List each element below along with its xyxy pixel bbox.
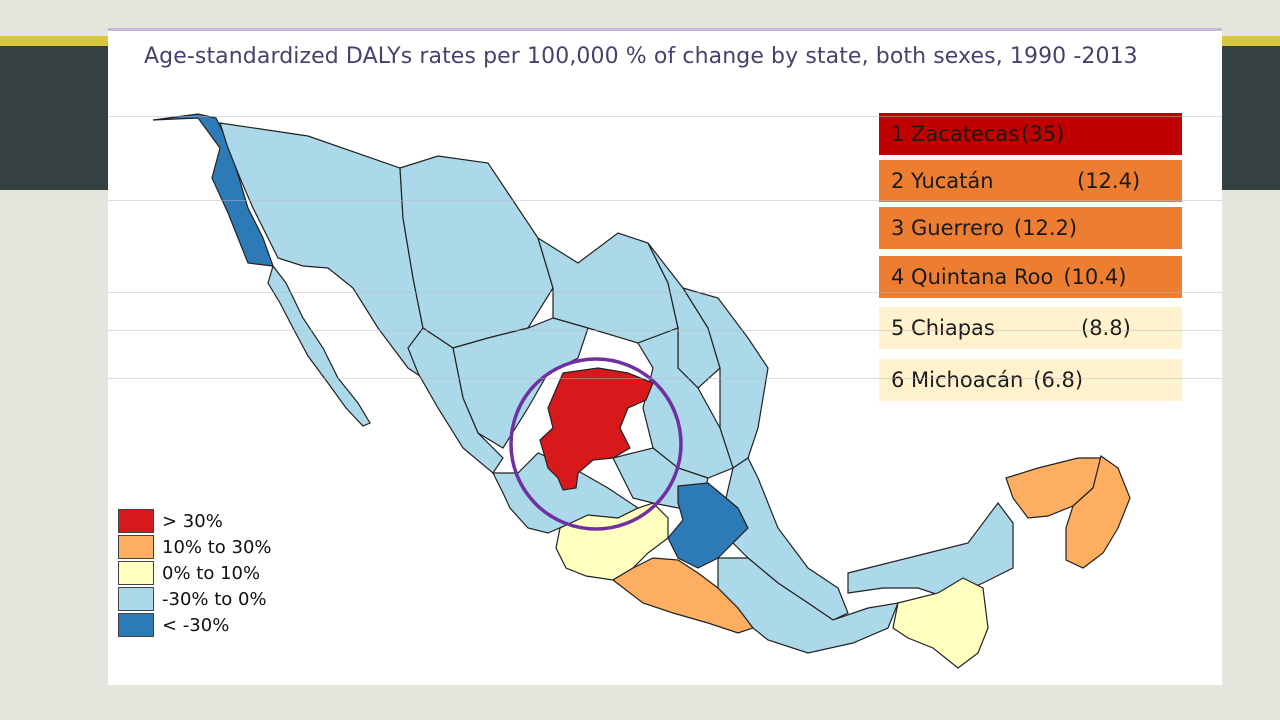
rank-box-4: 4 Quintana Roo (10.4) <box>879 256 1182 298</box>
legend-item-0to10: 0% to 10% <box>118 560 260 586</box>
legend-label: 0% to 10% <box>162 562 261 584</box>
highlight-circle <box>509 357 683 531</box>
rank-6-name: 6 Michoacán <box>891 368 1024 392</box>
rank-4-name: 4 Quintana Roo <box>891 265 1054 289</box>
rank-1-value: (35) <box>1021 122 1065 146</box>
legend-swatch <box>118 509 154 533</box>
scan-line <box>108 292 1222 293</box>
rank-2-name: 2 Yucatán <box>891 169 994 193</box>
rank-box-6: 6 Michoacán (6.8) <box>879 359 1182 401</box>
scan-line <box>108 200 1222 201</box>
state-san-luis-potosi <box>637 327 734 479</box>
state-chiapas <box>892 577 989 669</box>
state-tabasco-campeche <box>847 502 1014 599</box>
mexico-map <box>152 113 1131 669</box>
slide-title: Age-standardized DALYs rates per 100,000… <box>144 44 1138 69</box>
legend-swatch <box>118 613 154 637</box>
legend-swatch <box>118 587 154 611</box>
scan-line <box>108 378 1222 379</box>
card-top-border <box>108 28 1222 31</box>
legend-item-m30to0: -30% to 0% <box>118 586 267 612</box>
legend-item-gt30: > 30% <box>118 508 223 534</box>
state-baja-california-sur <box>267 264 371 427</box>
legend-item-10to30: 10% to 30% <box>118 534 272 560</box>
legend-swatch <box>118 535 154 559</box>
scan-line <box>108 116 1222 117</box>
rank-3-name: 3 Guerrero <box>891 216 1004 240</box>
rank-4-value: (10.4) <box>1063 265 1127 289</box>
legend-item-ltm30: < -30% <box>118 612 229 638</box>
map-legend: > 30% 10% to 30% 0% to 10% -30% to 0% < … <box>118 508 328 638</box>
legend-label: -30% to 0% <box>162 588 267 610</box>
state-chihuahua <box>399 155 554 349</box>
rank-1-name: 1 Zacatecas <box>891 122 1020 146</box>
rank-5-value: (8.8) <box>1081 316 1131 340</box>
state-quintana-roo <box>1065 455 1131 569</box>
legend-label: > 30% <box>162 510 223 532</box>
state-baja-california <box>152 113 274 267</box>
scan-line <box>108 330 1222 331</box>
legend-label: 10% to 30% <box>162 536 272 558</box>
state-michoacan <box>555 502 669 581</box>
rank-box-5: 5 Chiapas (8.8) <box>879 307 1182 349</box>
rank-2-value: (12.4) <box>1077 169 1141 193</box>
state-oaxaca <box>717 557 899 654</box>
rank-6-value: (6.8) <box>1033 368 1084 392</box>
legend-label: < -30% <box>162 614 230 636</box>
rank-box-2: 2 Yucatán (12.4) <box>879 160 1182 202</box>
rank-box-3: 3 Guerrero (12.2) <box>879 207 1182 249</box>
rank-5-name: 5 Chiapas <box>891 316 995 340</box>
slide-card: Age-standardized DALYs rates per 100,000… <box>108 28 1222 685</box>
rank-3-value: (12.2) <box>1013 216 1078 240</box>
legend-swatch <box>118 561 154 585</box>
rank-box-1: 1 Zacatecas (35) <box>879 113 1182 155</box>
